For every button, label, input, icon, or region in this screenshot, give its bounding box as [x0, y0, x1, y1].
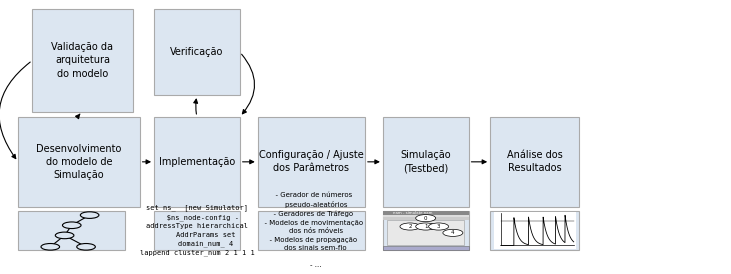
Circle shape	[428, 223, 449, 230]
Circle shape	[62, 222, 81, 229]
Text: Análise dos
Resultados: Análise dos Resultados	[507, 150, 563, 173]
FancyBboxPatch shape	[257, 211, 365, 250]
FancyBboxPatch shape	[383, 211, 469, 215]
FancyBboxPatch shape	[154, 117, 240, 207]
Text: Configuração / Ajuste
dos Parâmetros: Configuração / Ajuste dos Parâmetros	[259, 150, 363, 173]
FancyBboxPatch shape	[383, 246, 469, 250]
FancyBboxPatch shape	[383, 211, 469, 250]
Circle shape	[416, 215, 436, 222]
Circle shape	[80, 212, 99, 218]
Text: 3: 3	[437, 224, 440, 229]
FancyBboxPatch shape	[383, 117, 469, 207]
FancyBboxPatch shape	[383, 215, 469, 217]
FancyBboxPatch shape	[154, 9, 240, 95]
FancyBboxPatch shape	[383, 217, 469, 221]
Circle shape	[56, 232, 74, 239]
Text: nam - simulate.nam: nam - simulate.nam	[393, 211, 433, 215]
FancyBboxPatch shape	[18, 117, 140, 207]
Text: 4: 4	[451, 230, 455, 235]
Circle shape	[77, 244, 95, 250]
FancyBboxPatch shape	[387, 221, 464, 245]
Circle shape	[443, 229, 463, 236]
FancyBboxPatch shape	[18, 211, 126, 250]
FancyBboxPatch shape	[257, 117, 365, 207]
FancyBboxPatch shape	[493, 212, 576, 249]
Text: Desenvolvimento
do modelo de
Simulação: Desenvolvimento do modelo de Simulação	[37, 144, 121, 180]
FancyBboxPatch shape	[490, 211, 580, 250]
Text: - Gerador de números
    pseudo-aleatórios
  - Geradores de Tráfego
  - Modelos : - Gerador de números pseudo-aleatórios -…	[260, 192, 363, 269]
Circle shape	[400, 223, 420, 230]
Text: Simulação
(Testbed): Simulação (Testbed)	[401, 150, 451, 173]
FancyBboxPatch shape	[154, 211, 240, 250]
Text: set ns_  [new Simulator]
   $ns_node-config -
addressType hierarchical
    AddrP: set ns_ [new Simulator] $ns_node-config …	[140, 205, 254, 256]
Text: Implementação: Implementação	[159, 157, 235, 167]
FancyBboxPatch shape	[490, 117, 580, 207]
Text: 1: 1	[424, 224, 428, 229]
Text: 2: 2	[408, 224, 412, 229]
Text: 0: 0	[424, 216, 428, 221]
Circle shape	[416, 223, 436, 230]
Text: Validação da
arquitetura
do modelo: Validação da arquitetura do modelo	[51, 42, 113, 79]
FancyBboxPatch shape	[32, 9, 132, 112]
Circle shape	[41, 244, 60, 250]
Text: Verificação: Verificação	[170, 47, 224, 57]
